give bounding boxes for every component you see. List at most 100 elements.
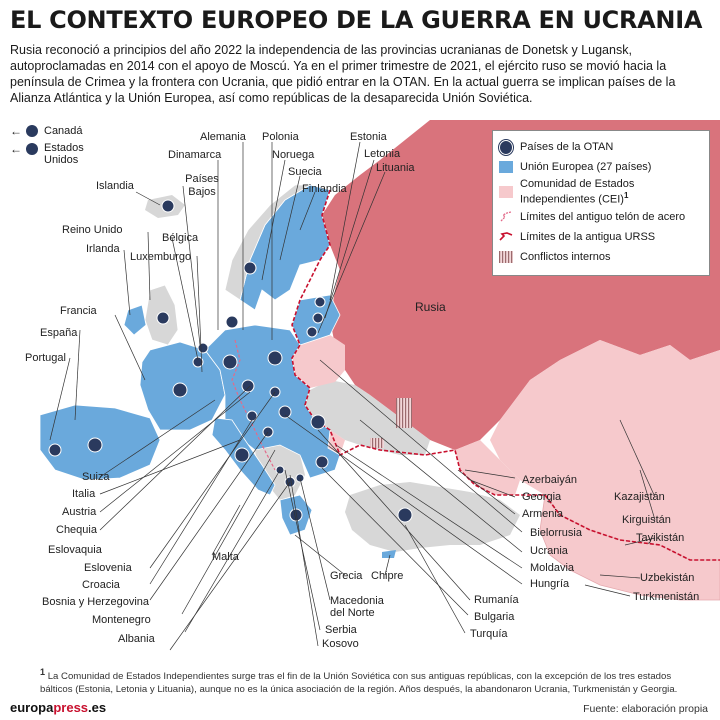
label-grecia: Grecia	[330, 570, 363, 582]
label-uzbekistan: Uzbekistán	[640, 572, 695, 584]
label-croacia: Croacia	[82, 579, 120, 591]
label-eslovenia: Eslovenia	[84, 562, 132, 574]
label-malta: Malta	[212, 551, 239, 563]
label-albania: Albania	[118, 633, 155, 645]
map-legend: Países de la OTAN Unión Europea (27 país…	[492, 130, 710, 276]
legend-item-conflicts: Conflictos internos	[499, 247, 703, 267]
nato-marker-turkey	[397, 507, 413, 523]
eu-swatch	[499, 161, 513, 173]
legend-label-conflicts: Conflictos internos	[520, 251, 611, 263]
nato-marker-italy	[234, 447, 250, 463]
legend-item-eu: Unión Europea (27 países)	[499, 157, 703, 177]
ireland-territory	[123, 304, 147, 336]
iron-curtain-icon	[499, 211, 513, 223]
label-kirguistan: Kirguistán	[622, 514, 671, 526]
nato-markers	[48, 199, 413, 523]
legend-item-nato: Países de la OTAN	[499, 137, 703, 157]
ussr-border-icon	[499, 231, 513, 243]
belarus-territory	[292, 335, 345, 388]
intro-text: Rusia reconoció a principios del año 202…	[10, 43, 676, 105]
label-armenia: Armenia	[522, 508, 563, 520]
nato-marker-poland	[267, 350, 283, 366]
conflict-hatch-icon	[499, 251, 513, 263]
nato-marker-uk	[156, 311, 170, 325]
legend-item-ussr: Límites de la antigua URSS	[499, 227, 703, 247]
label-lituania: Lituania	[376, 162, 415, 174]
nato-marker-romania	[310, 414, 326, 430]
label-eslovaquia: Eslovaquia	[48, 544, 102, 556]
label-moldavia: Moldavia	[530, 562, 575, 574]
nato-marker-spain	[87, 437, 103, 453]
label-belgica: Bélgica	[162, 232, 199, 244]
label-rumania: Rumanía	[474, 594, 519, 606]
label-noruega: Noruega	[272, 149, 315, 161]
nato-marker-norway	[243, 261, 257, 275]
nato-icon	[499, 139, 513, 155]
nato-marker-bulgaria	[315, 455, 329, 469]
leader-lines	[49, 141, 656, 651]
canada-row: ← Canadá	[10, 124, 84, 138]
legend-label-cis: Comunidad de Estados Independientes (CEI…	[520, 178, 635, 206]
usa-label: Estados Unidos	[44, 142, 84, 166]
label-montenegro: Montenegro	[92, 614, 151, 626]
legend-label-nato: Países de la OTAN	[520, 141, 614, 153]
nato-marker-czechia	[241, 379, 255, 393]
nato-marker-germany	[222, 354, 238, 370]
label-islandia: Islandia	[96, 180, 134, 192]
legend-label-ussr: Límites de la antigua URSS	[520, 231, 656, 243]
label-kosovo: Kosovo	[322, 638, 359, 650]
turkey-territory	[345, 482, 520, 552]
ukraine-territory	[305, 380, 430, 455]
legend-item-iron-curtain: Límites del antiguo telón de acero	[499, 207, 703, 227]
nato-marker-france	[172, 382, 188, 398]
label-dinamarca: Dinamarca	[168, 149, 222, 161]
conflict-area-donbas	[396, 398, 412, 428]
label-paises-bajos: Países Bajos	[185, 173, 219, 198]
label-bosnia: Bosnia y Herzegovina	[42, 596, 150, 608]
label-luxemburgo: Luxemburgo	[130, 251, 192, 263]
label-reino-unido: Reino Unido	[62, 224, 123, 236]
legend-item-cis: Comunidad de Estados Independientes (CEI…	[499, 177, 703, 207]
label-suecia: Suecia	[288, 166, 322, 178]
conflict-area-crimea	[370, 438, 384, 448]
iron-curtain-line	[231, 339, 276, 471]
label-azerbaiyan: Azerbaiyán	[522, 474, 578, 486]
nato-marker-lithuania	[306, 326, 318, 338]
label-portugal: Portugal	[25, 352, 66, 364]
brand-logo: europapress.es	[10, 700, 107, 715]
label-bulgaria: Bulgaria	[474, 611, 515, 623]
usa-row: ← Estados Unidos	[10, 142, 84, 166]
label-kazajistan: Kazajistán	[614, 491, 665, 503]
label-georgia: Georgia	[522, 491, 562, 503]
label-rusia: Rusia	[415, 300, 446, 314]
label-turkmenistan: Turkmenistán	[633, 591, 700, 603]
label-estonia: Estonia	[350, 131, 387, 143]
label-alemania: Alemania	[200, 131, 246, 143]
nato-marker-iceland	[161, 199, 175, 213]
canada-label: Canadá	[44, 125, 83, 137]
label-ucrania: Ucrania	[530, 545, 568, 557]
nato-marker-latvia	[312, 312, 324, 324]
label-suiza: Suiza	[82, 471, 110, 483]
cyprus-territory	[382, 550, 396, 558]
kazakhstan-territory	[490, 340, 720, 560]
label-irlanda: Irlanda	[86, 243, 120, 255]
page-title: EL CONTEXTO EUROPEO DE LA GUERRA EN UCRA…	[10, 6, 703, 34]
nato-icon	[26, 143, 38, 155]
nato-icon	[26, 125, 38, 137]
legend-label-iron-curtain: Límites del antiguo telón de acero	[520, 211, 686, 223]
label-espana: España	[40, 327, 78, 339]
arrow-left-icon: ←	[10, 142, 22, 156]
nato-marker-portugal	[48, 443, 62, 457]
label-bielorrusia: Bielorrusia	[530, 527, 582, 539]
label-polonia: Polonia	[262, 131, 299, 143]
label-italia: Italia	[72, 488, 96, 500]
nato-marker-slovenia	[246, 410, 258, 422]
offmap-nato-members: ← Canadá ← Estados Unidos	[10, 124, 84, 170]
label-austria: Austria	[62, 506, 97, 518]
label-macedonia: Macedonia del Norte	[330, 595, 384, 619]
label-serbia: Serbia	[325, 624, 357, 636]
label-turquia: Turquía	[470, 628, 508, 640]
footnote: 1 La Comunidad de Estados Independientes…	[40, 667, 678, 696]
footnote-text: La Comunidad de Estados Independientes s…	[40, 671, 678, 696]
